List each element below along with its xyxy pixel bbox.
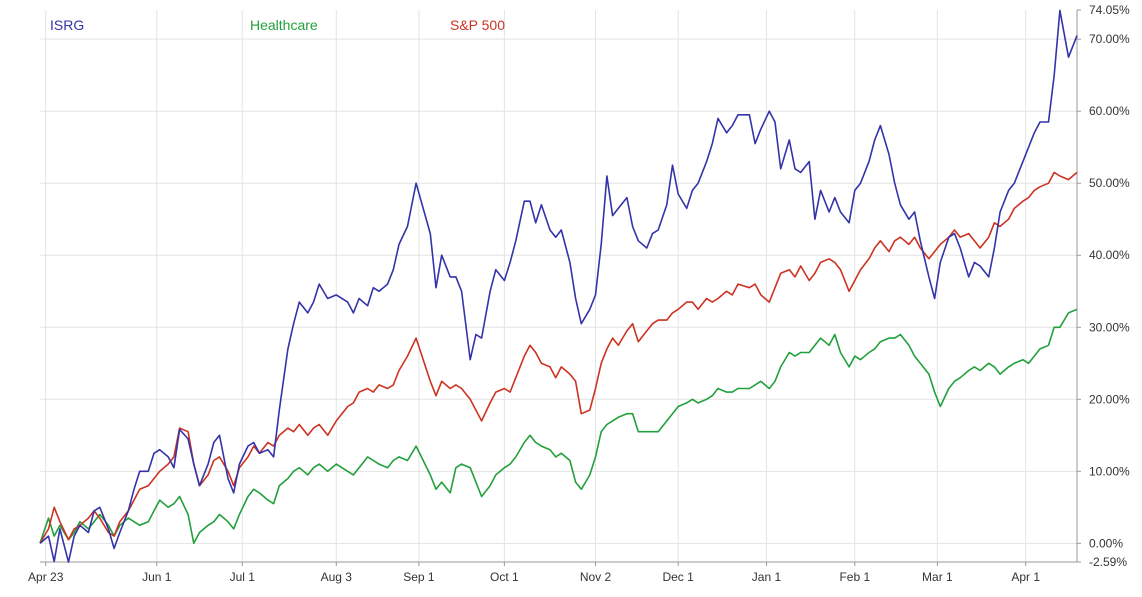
y-tick-label: 0.00% [1089,536,1123,550]
x-tick-label: Aug 3 [321,570,353,584]
y-tick-label: 50.00% [1089,176,1130,190]
y-tick-label: 74.05% [1089,3,1130,17]
legend-item-healthcare: Healthcare [250,17,318,33]
y-tick-label: 60.00% [1089,104,1130,118]
axes [40,10,1078,563]
x-tick-label: Mar 1 [922,570,953,584]
plot-area [40,10,1077,562]
x-tick-label: Apr 23 [28,570,64,584]
y-tick-label: 70.00% [1089,32,1130,46]
x-tick-label: Sep 1 [403,570,435,584]
legend-item-isrg: ISRG [50,17,84,33]
x-tick-label: Feb 1 [839,570,870,584]
tick-labels: 74.05% 70.00% 60.00% 50.00% 40.00% 30.00% 20.0… [28,3,1130,584]
x-tick-label: Apr 1 [1011,570,1040,584]
legend: ISRG Healthcare S&P 500 [50,17,505,33]
x-tick-label: Jan 1 [752,570,782,584]
y-tick-label: 40.00% [1089,248,1130,262]
y-tick-label: 30.00% [1089,320,1130,334]
x-tick-label: Oct 1 [490,570,519,584]
grid-lines [40,10,1077,562]
y-tick-label: -2.59% [1089,555,1127,569]
legend-item-s-p-500: S&P 500 [450,17,505,33]
y-tick-label: 10.00% [1089,464,1130,478]
x-tick-label: Dec 1 [662,570,694,584]
series-line-isrg [39,9,1078,563]
x-tick-label: Jun 1 [142,570,172,584]
y-tick-label: 20.00% [1089,392,1130,406]
x-tick-label: Jul 1 [230,570,256,584]
series-line-s-p-500 [39,171,1078,544]
x-tick-label: Nov 2 [580,570,612,584]
series-line-healthcare [39,308,1078,545]
series-lines [39,9,1078,563]
